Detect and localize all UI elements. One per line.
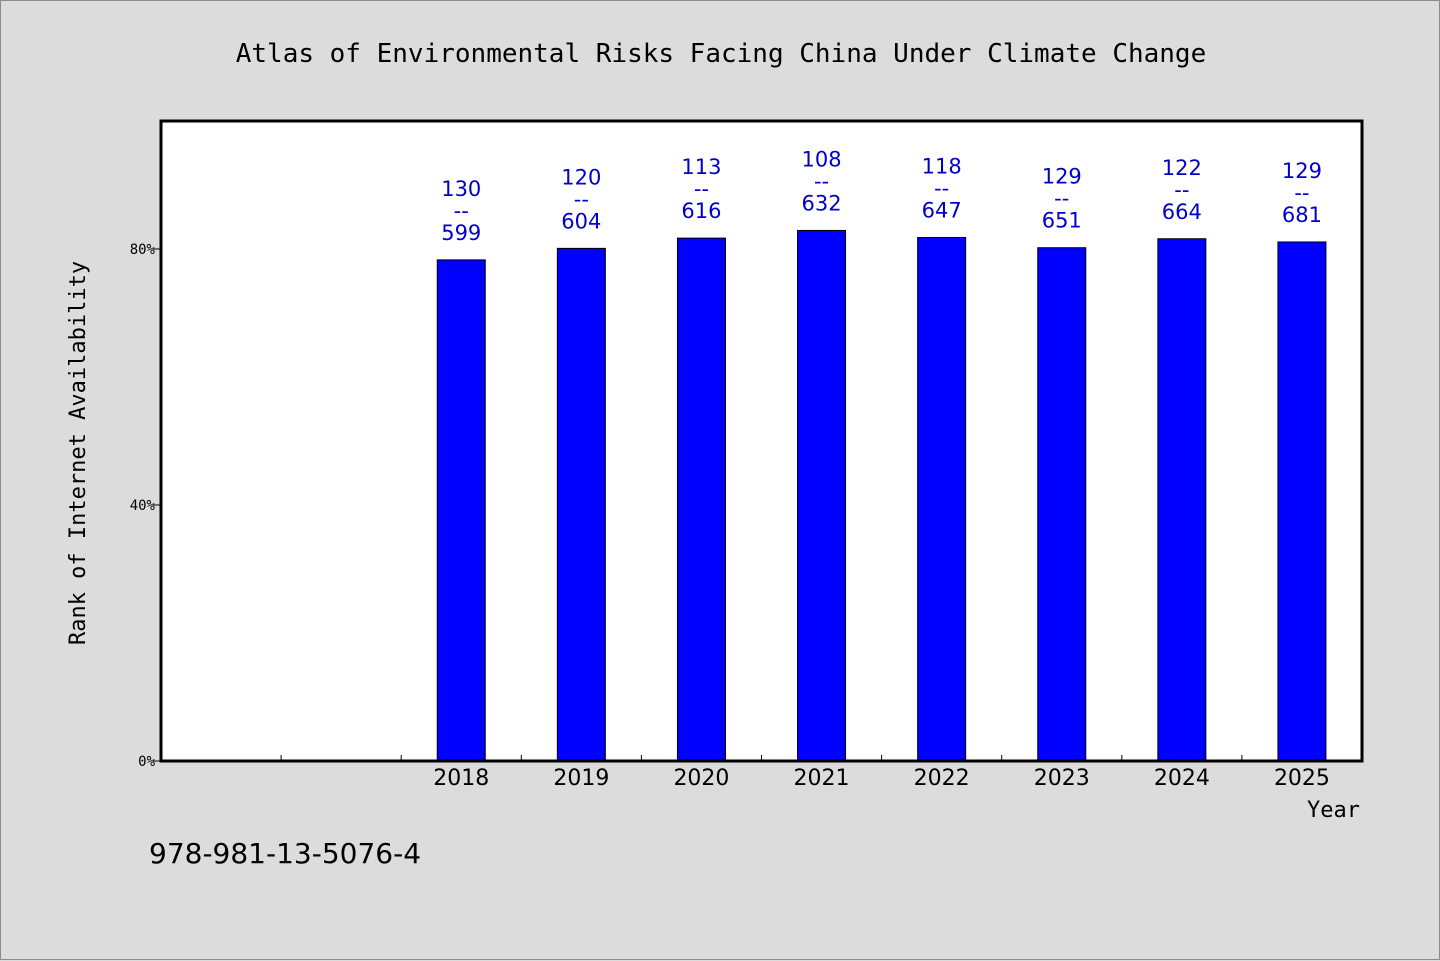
axis-ticks: 0% 40% 80% 2018 2019 2020 2021 2022 2023 2024 2025 <box>130 242 1330 791</box>
data-label-2021-top: 108 <box>802 147 842 171</box>
data-label-2024-sep: -- <box>1174 178 1189 202</box>
data-label-2025-sep: -- <box>1294 181 1309 205</box>
x-tick-label: 2019 <box>553 766 609 791</box>
isbn-text: 978-981-13-5076-4 <box>149 837 421 870</box>
data-label-2020-top: 113 <box>681 155 721 179</box>
bars <box>436 229 1327 762</box>
y-tick-label: 40% <box>130 498 156 514</box>
data-label-2022-sep: -- <box>934 176 949 200</box>
x-tick-label: 2025 <box>1274 766 1330 791</box>
data-labels: 130--599120--604113--616108--632118--647… <box>441 147 1322 244</box>
x-tick-label: 2023 <box>1034 766 1090 791</box>
bar-2022 <box>917 236 967 762</box>
data-label-2024-bottom: 664 <box>1162 200 1202 224</box>
y-tick-label: 80% <box>130 242 156 258</box>
data-label-2024-top: 122 <box>1162 156 1202 180</box>
x-tick-label: 2020 <box>673 766 729 791</box>
data-label-2023-bottom: 651 <box>1042 209 1082 233</box>
chart-title: Atlas of Environmental Risks Facing Chin… <box>236 39 1207 69</box>
x-tick-label: 2018 <box>433 766 489 791</box>
data-label-2018-bottom: 599 <box>441 221 481 245</box>
bar-2018 <box>436 259 486 762</box>
x-tick-label: 2021 <box>794 766 850 791</box>
data-label-2025-bottom: 681 <box>1282 203 1322 227</box>
x-tick-label: 2022 <box>914 766 970 791</box>
data-label-2019-sep: -- <box>574 187 589 211</box>
data-label-2018-top: 130 <box>441 177 481 201</box>
y-axis-label: Rank of Internet Availability <box>66 261 91 645</box>
bar-2019 <box>556 247 606 762</box>
bar-2023 <box>1037 247 1087 762</box>
data-label-2023-top: 129 <box>1042 165 1082 189</box>
data-label-2019-top: 120 <box>561 165 601 189</box>
data-label-2021-sep: -- <box>814 169 829 193</box>
y-tick-label: 0% <box>138 754 155 770</box>
x-tick-label: 2024 <box>1154 766 1210 791</box>
data-label-2025-top: 129 <box>1282 159 1322 183</box>
data-label-2018-sep: -- <box>454 199 469 223</box>
data-label-2020-bottom: 616 <box>681 199 721 223</box>
bar-2020 <box>676 237 726 762</box>
x-axis-label: Year <box>1307 798 1360 823</box>
data-label-2022-bottom: 647 <box>922 198 962 222</box>
data-label-2021-bottom: 632 <box>802 191 842 215</box>
data-label-2020-sep: -- <box>694 177 709 201</box>
data-label-2019-bottom: 604 <box>561 209 601 233</box>
plot-border <box>159 119 1364 763</box>
bar-2025 <box>1277 241 1327 762</box>
data-label-2022-top: 118 <box>922 154 962 178</box>
bar-2021 <box>797 229 847 762</box>
data-label-2023-sep: -- <box>1054 187 1069 211</box>
bar-2024 <box>1157 238 1207 762</box>
